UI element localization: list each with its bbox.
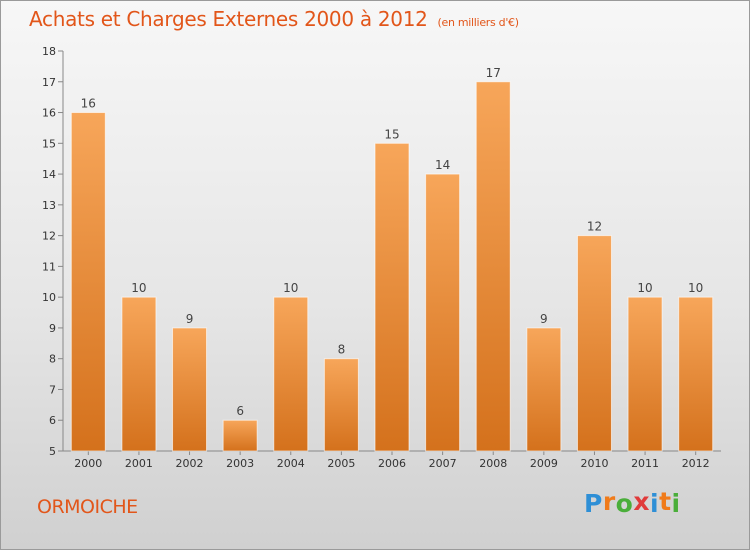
x-tick-label: 2007 — [429, 457, 457, 470]
bar-chart: 5 6 7 8 9 10 11 12 13 14 15 16 17 18 2000 16 2001 10 2002… — [42, 45, 721, 470]
data-label: 10 — [283, 281, 298, 295]
x-tick-label: 2003 — [226, 457, 254, 470]
x-tick-label: 2005 — [327, 457, 355, 470]
brand-letter: i — [650, 489, 660, 518]
y-tick-label: 16 — [42, 107, 56, 120]
data-label: 10 — [131, 281, 146, 295]
bar — [273, 296, 309, 452]
x-tick-label: 2006 — [378, 457, 406, 470]
data-label: 14 — [435, 158, 450, 172]
bar — [374, 142, 410, 452]
data-label: 9 — [186, 312, 194, 326]
chart-title-text: Achats et Charges Externes 2000 à 2012 — [29, 7, 428, 31]
y-tick-label: 18 — [42, 45, 56, 58]
x-tick-label: 2010 — [580, 457, 608, 470]
data-label: 10 — [688, 281, 703, 295]
x-tick-label: 2001 — [125, 457, 153, 470]
y-tick-label: 17 — [42, 76, 56, 89]
bar — [627, 296, 663, 452]
y-tick-label: 13 — [42, 199, 56, 212]
bar — [678, 296, 714, 452]
bar — [172, 327, 208, 452]
bar — [70, 112, 106, 452]
brand-letter: P — [584, 489, 603, 518]
y-tick-label: 9 — [49, 322, 56, 335]
brand-logo: Proxiti — [584, 487, 681, 518]
y-tick-label: 11 — [42, 260, 56, 273]
brand-letter: x — [633, 487, 650, 516]
x-tick-label: 2008 — [479, 457, 507, 470]
data-label: 15 — [384, 127, 399, 141]
x-tick-label: 2000 — [74, 457, 102, 470]
data-label: 10 — [637, 281, 652, 295]
x-tick-label: 2009 — [530, 457, 558, 470]
brand-letter: i — [671, 489, 681, 518]
y-tick-label: 14 — [42, 168, 56, 181]
bar — [323, 358, 359, 452]
bar — [121, 296, 157, 452]
chart-title: Achats et Charges Externes 2000 à 2012 (e… — [29, 7, 519, 31]
chart-unit: (en milliers d'€) — [437, 16, 519, 29]
data-label: 8 — [338, 343, 346, 357]
data-label: 16 — [81, 97, 96, 111]
bar — [475, 81, 511, 452]
brand-letter: r — [602, 487, 616, 516]
data-label: 17 — [486, 66, 501, 80]
bar — [222, 419, 258, 452]
x-tick-label: 2004 — [277, 457, 305, 470]
x-tick-label: 2011 — [631, 457, 659, 470]
brand-letter: t — [659, 487, 672, 516]
bar — [425, 173, 461, 452]
y-tick-label: 7 — [49, 383, 56, 396]
chart-labels: 2000 16 2001 10 2002 9 2003 6 2004 10 2005 8 2006 15 2… — [74, 66, 709, 470]
y-tick-label: 6 — [49, 414, 56, 427]
data-label: 12 — [587, 220, 602, 234]
bar — [526, 327, 562, 452]
y-tick-label: 5 — [49, 445, 56, 458]
x-tick-label: 2012 — [682, 457, 710, 470]
bar — [576, 235, 612, 452]
data-label: 6 — [236, 404, 244, 418]
x-tick-label: 2002 — [176, 457, 204, 470]
y-tick-label: 8 — [49, 353, 56, 366]
chart-bars — [70, 81, 714, 452]
place-name: ORMOICHE — [37, 496, 138, 518]
brand-letter: o — [615, 489, 634, 518]
y-tick-label: 12 — [42, 230, 56, 243]
y-tick-label: 10 — [42, 291, 56, 304]
data-label: 9 — [540, 312, 548, 326]
y-tick-label: 15 — [42, 137, 56, 150]
